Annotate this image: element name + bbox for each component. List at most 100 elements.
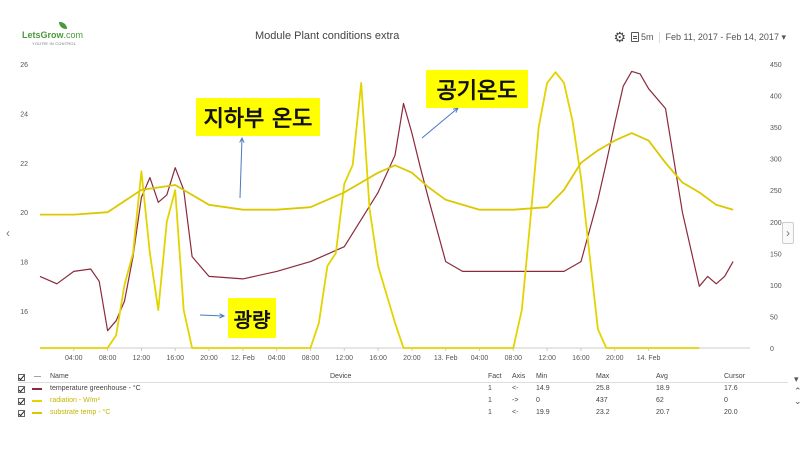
series-avg: 62	[656, 397, 664, 404]
series-axis: <-	[512, 385, 519, 392]
arrow-substrate-head	[239, 136, 245, 143]
toolbar: ⚙ 5m Feb 11, 2017 - Feb 14, 2017 ▾	[613, 28, 786, 46]
x-tick-label: 04:00	[65, 355, 83, 362]
series-avg: 18.9	[656, 385, 670, 392]
series-axis: ->	[512, 397, 519, 404]
series-checkbox[interactable]	[18, 410, 25, 417]
x-tick-label: 04:00	[471, 355, 489, 362]
scroll-up-icon[interactable]: ⌃	[794, 386, 800, 396]
select-all-checkbox[interactable]	[18, 374, 25, 381]
col-min[interactable]: Min	[536, 373, 548, 380]
x-tick-label: 12:00	[538, 355, 556, 362]
series-line-2	[40, 132, 734, 216]
x-tick-label: 08:00	[302, 355, 320, 362]
series-fact: 1	[488, 385, 492, 392]
series-max: 437	[596, 397, 608, 404]
arrow-air-head	[453, 107, 459, 113]
line-chart[interactable]: 16 18 20 22 24 26 0 50 100 150 200 250 300 350 400 450 0…	[0, 58, 800, 370]
series-min: 19.9	[536, 409, 550, 416]
date-range-dropdown[interactable]: Feb 11, 2017 - Feb 14, 2017 ▾	[658, 31, 786, 43]
menu-caret-icon[interactable]: ▾	[794, 374, 799, 384]
col-cursor[interactable]: Cursor	[724, 373, 746, 380]
col-avg[interactable]: Avg	[656, 373, 668, 380]
y-left-tick-label: 16	[20, 309, 28, 316]
y-right-tick-label: 300	[770, 157, 782, 164]
date-range-label: Feb 11, 2017 - Feb 14, 2017	[665, 31, 779, 42]
series-avg: 20.7	[656, 409, 670, 416]
x-tick-label: 20:00	[200, 355, 218, 362]
chart-area[interactable]: 16 18 20 22 24 26 0 50 100 150 200 250 300 350 400 450 0…	[0, 58, 800, 370]
y-right-tick-label: 0	[770, 346, 774, 353]
x-tick-label: 14. Feb	[637, 355, 661, 362]
x-tick-label: 20:00	[606, 355, 624, 362]
x-tick-label: 16:00	[572, 355, 590, 362]
x-tick-label: 16:00	[166, 355, 184, 362]
series-cursor: 20.0	[724, 409, 738, 416]
col-fact[interactable]: Fact	[488, 373, 502, 380]
gear-icon[interactable]: ⚙	[613, 28, 627, 45]
arrow-radiation	[199, 314, 225, 317]
x-tick-label: 16:00	[369, 355, 387, 362]
x-tick-label: 12:00	[133, 355, 151, 362]
series-color-swatch	[32, 400, 42, 402]
x-tick-label: 04:00	[268, 355, 286, 362]
annotation-air-temp: 공기온도	[426, 70, 528, 108]
dash-icon: —	[34, 373, 41, 380]
series-fact: 1	[488, 409, 492, 416]
series-cursor: 17.6	[724, 385, 738, 392]
annotation-radiation: 광량	[228, 298, 276, 338]
chevron-left-icon[interactable]: ‹	[6, 226, 10, 240]
header: LetsGrow.com YOU'RE IN CONTROL Module Pl…	[0, 0, 800, 58]
scroll-down-icon[interactable]: ⌄	[794, 396, 800, 406]
series-cursor: 0	[724, 397, 728, 404]
arrow-substrate	[239, 137, 243, 199]
legend-header-row: — Name Device Fact Axis Min Max Avg Curs…	[18, 372, 788, 383]
interval-label: 5m	[641, 32, 654, 42]
x-tick-label: 12:00	[336, 355, 354, 362]
series-min: 0	[536, 397, 540, 404]
series-line-0	[39, 70, 734, 332]
series-fact: 1	[488, 397, 492, 404]
y-left-tick-label: 24	[20, 111, 28, 118]
document-icon	[631, 32, 640, 42]
y-left-tick-label: 22	[20, 161, 28, 168]
series-max: 23.2	[596, 409, 610, 416]
series-color-swatch	[32, 412, 42, 414]
arrow-radiation-head	[219, 313, 226, 319]
y-right-tick-label: 50	[770, 314, 778, 321]
x-tick-label: 08:00	[99, 355, 117, 362]
chevron-right-icon[interactable]: ›	[782, 222, 794, 244]
interval-button[interactable]: 5m	[631, 32, 654, 42]
series-axis: <-	[512, 409, 519, 416]
legend-row[interactable]: temperature greenhouse - °C 1 <- 14.9 25.8 18…	[18, 384, 788, 395]
col-max[interactable]: Max	[596, 373, 610, 380]
y-left-tick-label: 20	[20, 210, 28, 217]
series-checkbox[interactable]	[18, 398, 25, 405]
series-color-swatch	[32, 388, 42, 390]
letsgrow-logo[interactable]: LetsGrow.com YOU'RE IN CONTROL	[22, 22, 84, 48]
col-name[interactable]: Name	[50, 373, 69, 380]
x-tick-label: 12. Feb	[231, 355, 255, 362]
series-max: 25.8	[596, 385, 610, 392]
y-left-tick-label: 18	[20, 260, 28, 267]
x-tick-label: 13. Feb	[434, 355, 458, 362]
logo-text: LetsGrow.com	[22, 30, 84, 40]
legend-row[interactable]: substrate temp - °C 1 <- 19.9 23.2 20.7 20.0	[18, 408, 788, 419]
x-tick-label: 08:00	[505, 355, 523, 362]
series-name: radiation - W/m²	[50, 397, 100, 404]
y-left-tick-label: 26	[20, 62, 28, 69]
series-checkbox[interactable]	[18, 386, 25, 393]
leaf-icon	[59, 22, 67, 29]
caret-down-icon: ▾	[781, 31, 786, 42]
col-axis[interactable]: Axis	[512, 373, 526, 380]
annotation-substrate-temp: 지하부 온도	[196, 98, 320, 136]
y-right-tick-label: 400	[770, 94, 782, 101]
logo-tagline: YOU'RE IN CONTROL	[32, 41, 77, 46]
col-device[interactable]: Device	[330, 373, 352, 380]
x-tick-label: 20:00	[403, 355, 421, 362]
y-right-tick-label: 250	[770, 188, 782, 195]
legend-row[interactable]: radiation - W/m² 1 -> 0 437 62 0	[18, 396, 788, 407]
y-right-tick-label: 200	[770, 220, 782, 227]
series-name: temperature greenhouse - °C	[50, 385, 141, 392]
y-right-tick-label: 350	[770, 125, 782, 132]
